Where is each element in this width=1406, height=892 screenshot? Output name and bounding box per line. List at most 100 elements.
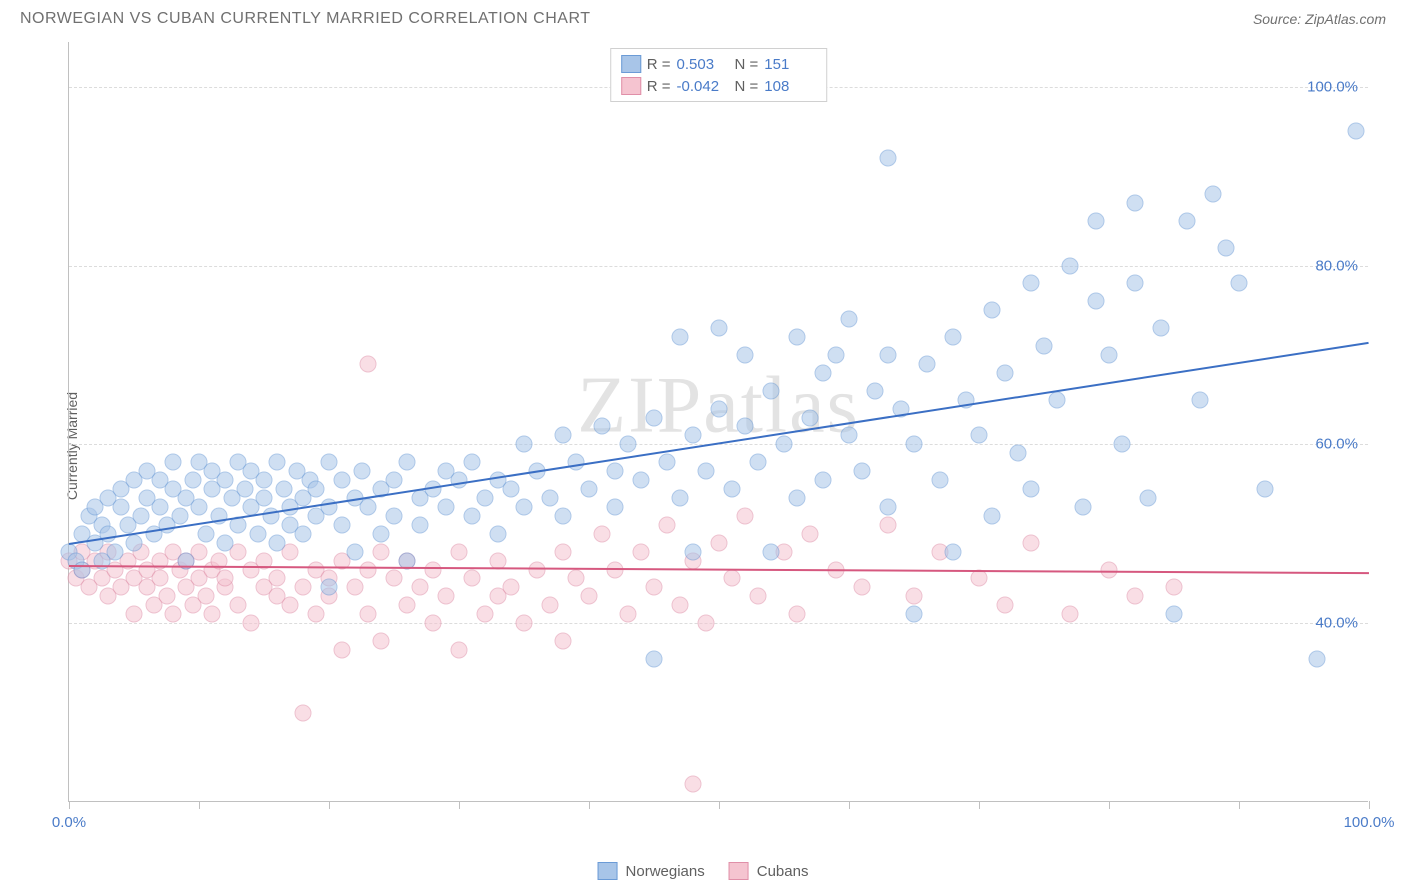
data-point	[334, 642, 351, 659]
data-point	[737, 507, 754, 524]
data-point	[685, 776, 702, 793]
data-point	[711, 534, 728, 551]
data-point	[386, 507, 403, 524]
data-point	[646, 650, 663, 667]
x-tick-label: 0.0%	[52, 814, 86, 831]
x-tick	[1109, 801, 1110, 809]
data-point	[581, 588, 598, 605]
stats-n-value: 108	[764, 78, 816, 95]
data-point	[763, 382, 780, 399]
x-tick	[1239, 801, 1240, 809]
data-point	[542, 490, 559, 507]
data-point	[789, 329, 806, 346]
data-point	[1127, 275, 1144, 292]
data-point	[1010, 445, 1027, 462]
data-point	[106, 543, 123, 560]
data-point	[1309, 650, 1326, 667]
x-tick	[719, 801, 720, 809]
data-point	[373, 525, 390, 542]
data-point	[711, 400, 728, 417]
stats-n-label: N =	[735, 56, 759, 73]
data-point	[399, 454, 416, 471]
stats-box: R =0.503N =151R =-0.042N =108	[610, 48, 828, 102]
data-point	[555, 633, 572, 650]
data-point	[568, 570, 585, 587]
data-point	[1023, 534, 1040, 551]
data-point	[984, 302, 1001, 319]
data-point	[386, 472, 403, 489]
data-point	[815, 364, 832, 381]
data-point	[789, 606, 806, 623]
data-point	[945, 543, 962, 560]
legend-swatch	[621, 77, 641, 95]
data-point	[698, 615, 715, 632]
data-point	[412, 516, 429, 533]
data-point	[126, 606, 143, 623]
x-tick	[979, 801, 980, 809]
data-point	[425, 615, 442, 632]
data-point	[997, 597, 1014, 614]
data-point	[542, 597, 559, 614]
plot-area: ZIPatlas R =0.503N =151R =-0.042N =108 4…	[68, 42, 1368, 802]
data-point	[698, 463, 715, 480]
data-point	[503, 579, 520, 596]
data-point	[334, 516, 351, 533]
data-point	[184, 472, 201, 489]
data-point	[321, 579, 338, 596]
data-point	[334, 472, 351, 489]
x-tick	[459, 801, 460, 809]
data-point	[555, 427, 572, 444]
data-point	[932, 472, 949, 489]
data-point	[197, 588, 214, 605]
data-point	[750, 454, 767, 471]
data-point	[165, 454, 182, 471]
data-point	[1192, 391, 1209, 408]
y-tick-label: 100.0%	[1307, 78, 1358, 95]
data-point	[880, 346, 897, 363]
data-point	[1088, 293, 1105, 310]
data-point	[516, 436, 533, 453]
data-point	[1062, 257, 1079, 274]
data-point	[1023, 275, 1040, 292]
data-point	[945, 329, 962, 346]
trend-line	[69, 342, 1369, 545]
data-point	[230, 597, 247, 614]
data-point	[256, 472, 273, 489]
data-point	[724, 481, 741, 498]
data-point	[191, 498, 208, 515]
data-point	[412, 579, 429, 596]
data-point	[880, 498, 897, 515]
data-point	[646, 579, 663, 596]
data-point	[269, 454, 286, 471]
data-point	[165, 606, 182, 623]
data-point	[158, 588, 175, 605]
data-point	[919, 355, 936, 372]
data-point	[1127, 194, 1144, 211]
data-point	[126, 534, 143, 551]
data-point	[171, 507, 188, 524]
data-point	[633, 472, 650, 489]
x-tick	[589, 801, 590, 809]
data-point	[425, 561, 442, 578]
data-point	[438, 588, 455, 605]
data-point	[477, 606, 494, 623]
data-point	[906, 606, 923, 623]
data-point	[360, 355, 377, 372]
data-point	[1257, 481, 1274, 498]
data-point	[295, 525, 312, 542]
data-point	[685, 427, 702, 444]
stats-r-label: R =	[647, 78, 671, 95]
data-point	[997, 364, 1014, 381]
data-point	[132, 507, 149, 524]
data-point	[256, 490, 273, 507]
data-point	[217, 570, 234, 587]
data-point	[360, 561, 377, 578]
data-point	[516, 498, 533, 515]
data-point	[516, 615, 533, 632]
data-point	[841, 427, 858, 444]
data-point	[880, 150, 897, 167]
data-point	[1166, 579, 1183, 596]
data-point	[620, 606, 637, 623]
data-point	[984, 507, 1001, 524]
data-point	[646, 409, 663, 426]
